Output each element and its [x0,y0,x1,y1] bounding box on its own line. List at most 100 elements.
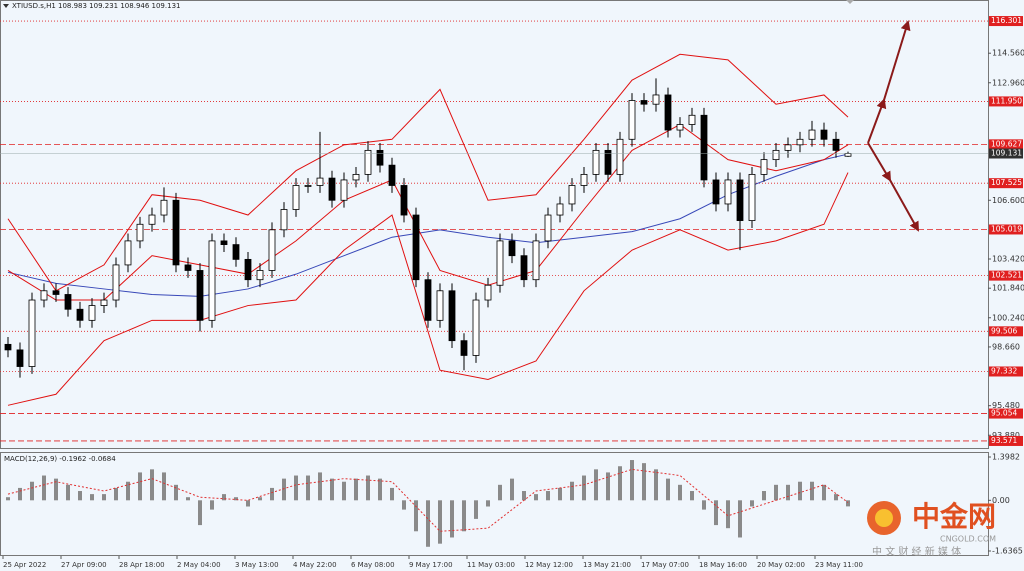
candle-body [436,290,444,321]
level-label-box [989,16,1023,27]
x-tick-label: 23 May 11:00 [815,561,863,569]
x-tick-label: 27 Apr 09:00 [61,561,107,569]
macd-bar [510,478,514,501]
macd-bar [462,500,466,532]
candle-body [628,100,636,140]
x-tick-label: 9 May 17:00 [409,561,453,569]
candle-body [232,244,240,260]
macd-tick-label: -1.6365 [992,547,1023,556]
level-label-box [989,435,1023,446]
current-price-box [989,148,1023,159]
candle-body [220,240,228,245]
level-label-box [989,96,1023,107]
macd-bar [210,500,214,510]
macd-bar [714,500,718,526]
candle-body [748,173,756,221]
macd-bar [762,491,766,501]
y-tick-label: 100.240 [992,313,1024,322]
y-tick-label: 112.960 [992,78,1024,87]
x-tick-label: 25 Apr 2022 [3,561,46,569]
candle-body [736,179,744,221]
candle-body [784,144,792,151]
candle-body [472,299,480,356]
macd-bar [102,494,106,501]
macd-bar [534,494,538,501]
macd-bar [390,487,394,501]
macd-bar [606,472,610,501]
candle-body [268,229,276,271]
band-middle [7,123,849,301]
macd-bar [702,500,706,510]
macd-bar [426,500,430,547]
macd-bar [126,481,130,501]
candle-body [148,214,156,225]
candle-body [844,153,852,157]
macd-bar [378,478,382,501]
level-label-box [989,366,1023,377]
candle-body [832,138,840,151]
macd-bar [618,466,622,501]
candle-body [172,199,180,266]
macd-bar [570,481,574,501]
candle-body [544,214,552,242]
candle-body [256,270,264,281]
slogan: 中 文 财 经 新 媒 体 [872,545,961,558]
level-label: 93.571 [991,436,1017,445]
level-label-box [989,326,1023,337]
level-label: 107.525 [991,178,1022,187]
y-tick-label: 114.560 [992,49,1024,58]
macd-tick-label: 0.00 [992,496,1010,505]
candle-body [196,270,204,321]
level-label: 111.950 [991,96,1022,105]
arrow-down [867,142,919,232]
macd-bar [162,472,166,501]
macd-bar [42,475,46,501]
macd-bar [366,475,370,501]
macd-bar [594,469,598,501]
candle-body [724,179,732,205]
macd-bar [186,497,190,501]
candle-body [772,149,780,161]
macd-bar [246,500,250,507]
chart-title: XTIUSD.s,H1 108.983 109.231 108.946 109.… [12,2,180,10]
candle-body [820,129,828,140]
x-tick-label: 3 May 13:00 [235,561,279,569]
macd-bar [30,481,34,501]
x-tick-label: 18 May 16:00 [699,561,747,569]
candle-body [364,149,372,175]
macd-bar [438,500,442,544]
macd-bar [666,478,670,501]
macd-bar [402,500,406,510]
macd-bar [174,484,178,501]
macd-bar [822,484,826,501]
macd-bar [498,484,502,501]
candle-body [136,223,144,242]
arrow-up [867,20,911,144]
candle-body [40,290,48,301]
candle-body [508,240,516,257]
candle-body [700,114,708,181]
candle-body [88,305,96,321]
candle-body [292,185,300,210]
candle-body [160,199,168,216]
macd-bar [270,487,274,501]
macd-bar [774,484,778,501]
macd-bar [486,500,490,507]
current-price-label: 109.131 [991,149,1022,158]
candle-body [304,185,312,187]
macd-bar [150,469,154,501]
candle-body [424,279,432,321]
watermark: 中金网 CNGOLD.COM 中 文 财 经 新 媒 体 [867,500,996,558]
candle-body [760,159,768,175]
candle-body [76,308,84,321]
macd-bar [222,494,226,501]
macd-bar [726,500,730,529]
level-label: 97.332 [991,366,1017,375]
macd-tick-label: 1.3982 [992,453,1020,462]
level-label-box [989,270,1023,281]
macd-bar [234,497,238,501]
x-tick-label: 12 May 12:00 [525,561,573,569]
